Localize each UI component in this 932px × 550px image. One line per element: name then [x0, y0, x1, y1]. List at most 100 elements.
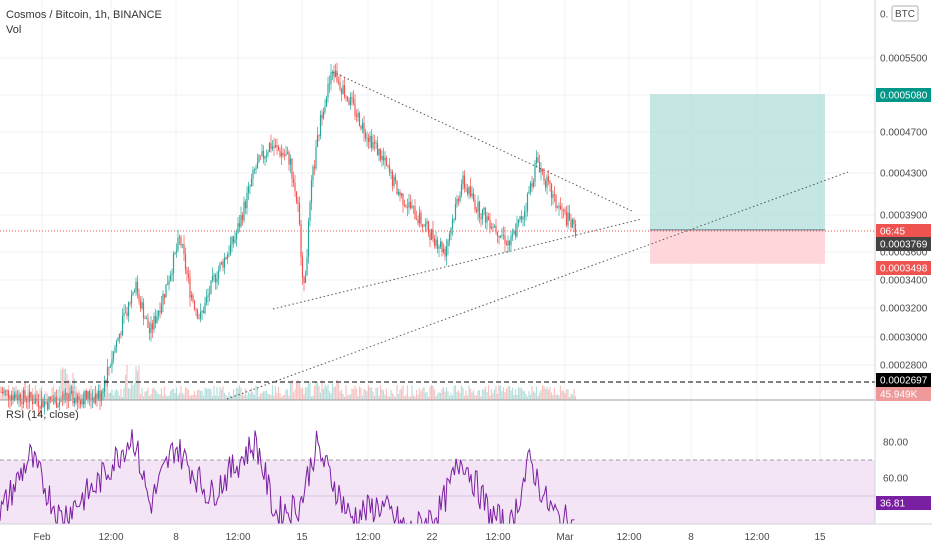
volume-bar — [495, 385, 497, 400]
candle-body — [378, 148, 380, 156]
candle-body — [471, 193, 473, 197]
volume-bar — [64, 368, 67, 400]
candle-body — [22, 390, 25, 405]
volume-bar — [574, 396, 577, 400]
volume-bar — [382, 390, 385, 400]
volume-bar — [397, 394, 400, 400]
candle-body — [528, 191, 530, 194]
volume-bar — [372, 391, 374, 400]
volume-bar — [438, 392, 440, 400]
descending-trend-line[interactable] — [332, 71, 635, 213]
candle-body — [388, 165, 391, 173]
volume-bar — [297, 379, 299, 400]
volume-bar — [480, 396, 482, 400]
candle-body — [6, 390, 8, 392]
support-price-tag[interactable]: 0.0002697 — [876, 373, 931, 387]
volume-bar — [79, 393, 82, 400]
candle-body — [79, 400, 82, 405]
candle-body — [442, 248, 445, 252]
candle-body — [489, 220, 491, 229]
target-price-tag[interactable]: 0.0005080 — [876, 88, 931, 102]
volume-tag[interactable]: 45.949K — [876, 387, 931, 401]
trend-lines — [226, 71, 849, 400]
candle-body — [63, 393, 65, 401]
candle-body — [235, 232, 238, 240]
volume-bar — [205, 389, 208, 400]
volume-bar — [472, 390, 475, 400]
symbol-legend[interactable]: Cosmos / Bitcoin, 1h, BINANCE — [6, 9, 162, 21]
candle-body — [126, 312, 128, 317]
volume-bar — [304, 387, 307, 400]
candle-body — [211, 276, 214, 281]
candle-body — [283, 155, 286, 157]
candle-body — [297, 201, 299, 204]
candle-body — [445, 246, 448, 257]
ascending-trend-line[interactable] — [272, 218, 643, 310]
volume-bar — [211, 396, 214, 400]
candle-body — [559, 205, 562, 210]
candle-body — [258, 155, 260, 162]
candle-body — [393, 176, 395, 187]
candle-body — [156, 315, 158, 324]
volume-bar — [373, 395, 376, 400]
volume-bar — [153, 387, 155, 400]
rsi-legend[interactable]: RSI (14, close) — [6, 409, 79, 421]
candle-body — [562, 209, 565, 211]
current-price-tag[interactable]: 0.0003769 — [876, 237, 931, 251]
stop-zone — [650, 229, 825, 264]
candle-body — [247, 186, 250, 193]
volume-bar — [522, 390, 524, 400]
time-label: 12:00 — [744, 532, 769, 543]
currency-badge[interactable]: BTC — [891, 5, 919, 22]
volume-bar — [190, 395, 193, 400]
volume-bar — [439, 393, 442, 400]
time-label: Mar — [556, 532, 574, 543]
candle-body — [97, 390, 100, 399]
volume-bar — [441, 389, 443, 400]
volume-bar — [376, 387, 379, 400]
time-label: 12:00 — [98, 532, 123, 543]
volume-bar — [325, 386, 328, 400]
volume-bar — [184, 387, 187, 400]
volume-bar — [405, 394, 407, 400]
volume-bar — [534, 392, 536, 400]
candle-body — [411, 205, 413, 209]
rsi-value-tag[interactable]: 36.81 — [876, 496, 931, 510]
candle-body — [196, 309, 199, 319]
stop-price-tag[interactable]: 0.0003498 — [876, 261, 931, 275]
candle-body — [219, 263, 221, 271]
bar-countdown-tag[interactable]: 06:45 — [876, 224, 931, 238]
volume-bar — [499, 385, 502, 400]
candle-body — [18, 394, 20, 401]
candle-body — [369, 135, 371, 142]
volume-bar — [553, 387, 556, 400]
volume-bar — [130, 383, 133, 400]
volume-bar — [279, 393, 281, 400]
volume-bar — [93, 388, 95, 400]
volume-bar — [316, 382, 319, 400]
candle-body — [132, 292, 134, 295]
candle-body — [382, 156, 385, 161]
volume-bar — [340, 389, 343, 400]
volume-bar — [150, 394, 152, 400]
candle-body — [40, 398, 43, 409]
candle-body — [345, 96, 347, 98]
volume-bar — [171, 388, 173, 400]
volume-bar — [403, 396, 406, 400]
volume-bar — [277, 386, 280, 400]
volume-bar — [42, 396, 44, 400]
volume-legend[interactable]: Vol — [6, 24, 21, 36]
candle-body — [210, 280, 212, 294]
price-tick-label: 0.0005500 — [880, 54, 928, 65]
volume-bar — [120, 388, 122, 400]
volume-bar — [289, 383, 292, 400]
volume-bar — [160, 388, 163, 400]
candle-body — [120, 333, 122, 335]
volume-bar — [568, 396, 571, 400]
volume-bar — [178, 392, 181, 400]
candle-body — [406, 206, 409, 208]
candle-body — [561, 209, 563, 211]
time-axis[interactable] — [0, 524, 875, 550]
volume-bar — [220, 389, 223, 400]
